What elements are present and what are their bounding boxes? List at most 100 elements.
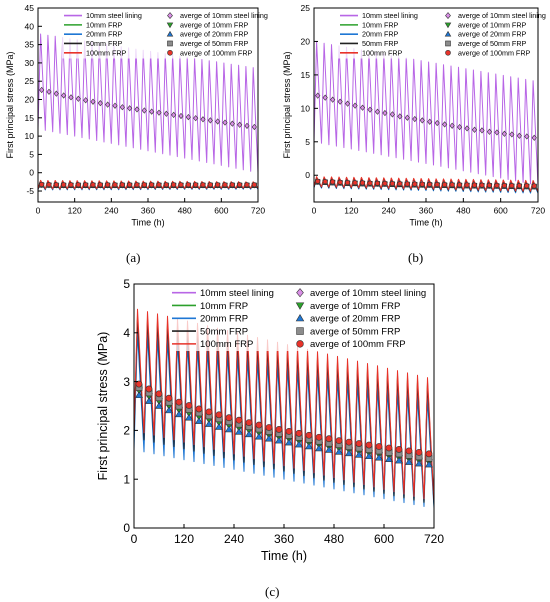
- point-averge-of-100mm-frp-b-4: [345, 180, 351, 186]
- point-averge-of-50mm-frp-c-13: [265, 427, 273, 435]
- point-averge-of-20mm-frp-b-5: [352, 181, 359, 187]
- point-averge-of-10mm-frp-a-5: [75, 183, 82, 189]
- point-averge-of-20mm-frp-b-13: [411, 182, 418, 188]
- point-averge-of-10mm-frp-b-12: [404, 182, 411, 188]
- point-averge-of-20mm-frp-a-2: [53, 182, 60, 188]
- point-averge-of-10mm-frp-c-10: [235, 425, 243, 432]
- point-averge-of-10mm-frp-c-26: [395, 454, 403, 462]
- point-averge-of-10mm-frp-a-6: [82, 183, 89, 189]
- point-averge-of-50mm-frp-c-4: [175, 402, 183, 410]
- point-averge-of-10mm-frp-a-16: [156, 183, 162, 189]
- point-averge-of-10mm-steel-lining-a-7: [90, 98, 96, 105]
- point-averge-of-50mm-frp-c-9: [225, 418, 233, 426]
- point-averge-of-100mm-frp-a-28: [244, 182, 250, 188]
- y-tick-label-b-5: 5: [305, 137, 310, 147]
- legend-box-c: [170, 285, 432, 351]
- y-tick-label-a-20: 20: [25, 94, 35, 104]
- point-averge-of-100mm-frp-b-9: [382, 180, 388, 186]
- point-averge-of-100mm-frp-a-18: [171, 182, 177, 188]
- legend-label-averge-of-100mm-frp-b: averge of 100mm FRP: [458, 48, 531, 57]
- y-tick-label-a-0: 0: [29, 168, 34, 178]
- point-averge-of-10mm-steel-lining-b-7: [367, 106, 373, 113]
- point-averge-of-20mm-frp-c-5: [185, 413, 193, 421]
- point-averge-of-20mm-frp-a-10: [112, 182, 118, 188]
- point-averge-of-100mm-frp-b-18: [449, 182, 455, 188]
- legend-marker-averge-of-20mm-frp-c: [295, 313, 305, 322]
- point-averge-of-20mm-frp-c-3: [165, 406, 173, 414]
- point-averge-of-10mm-frp-b-14: [419, 182, 426, 188]
- point-averge-of-20mm-frp-b-24: [493, 183, 500, 189]
- point-averge-of-100mm-frp-b-28: [524, 183, 530, 189]
- series-line-50mm-frp-a: [38, 180, 258, 190]
- point-averge-of-50mm-frp-c-8: [215, 415, 223, 423]
- point-averge-of-10mm-steel-lining-c-0: [135, 382, 143, 391]
- point-averge-of-20mm-frp-c-12: [255, 432, 263, 440]
- point-averge-of-100mm-frp-a-5: [75, 182, 81, 188]
- point-averge-of-10mm-steel-lining-c-7: [205, 409, 213, 418]
- point-averge-of-10mm-steel-lining-b-16: [434, 119, 440, 127]
- point-averge-of-10mm-frp-a-8: [97, 183, 104, 189]
- point-averge-of-10mm-steel-lining-c-10: [235, 417, 243, 427]
- point-averge-of-100mm-frp-c-23: [365, 441, 373, 449]
- x-tick-label-b-600: 600: [494, 206, 508, 216]
- legend-label-averge-of-20mm-frp-b: averge of 20mm FRP: [458, 30, 527, 39]
- point-averge-of-100mm-frp-c-8: [215, 411, 223, 419]
- point-averge-of-10mm-frp-b-23: [486, 183, 493, 189]
- legend-marker-averge-of-100mm-frp-b: [445, 49, 451, 56]
- y-tick-label-c-4: 4: [123, 326, 130, 340]
- legend-marker-averge-of-10mm-steel-lining-a: [167, 12, 173, 20]
- point-averge-of-10mm-steel-lining-c-6: [195, 406, 203, 416]
- point-averge-of-10mm-steel-lining-a-21: [193, 115, 199, 122]
- legend-label-10mm-frp-c: 10mm FRP: [200, 301, 248, 312]
- legend-label-50mm-frp-b: 50mm FRP: [362, 39, 399, 48]
- point-averge-of-10mm-steel-lining-c-13: [265, 425, 273, 434]
- point-averge-of-20mm-frp-b-26: [508, 183, 515, 190]
- point-averge-of-10mm-steel-lining-a-26: [229, 120, 235, 127]
- point-averge-of-20mm-frp-b-27: [516, 183, 523, 190]
- point-averge-of-20mm-frp-b-11: [396, 182, 403, 188]
- series-lines-b: [314, 41, 538, 194]
- point-averge-of-20mm-frp-c-25: [385, 455, 393, 462]
- point-averge-of-100mm-frp-b-15: [427, 181, 433, 187]
- point-averge-of-100mm-frp-c-26: [395, 446, 403, 453]
- point-averge-of-20mm-frp-a-0: [38, 182, 45, 188]
- point-averge-of-10mm-frp-a-4: [68, 183, 74, 189]
- y-tick-label-a-40: 40: [25, 21, 35, 31]
- point-averge-of-10mm-frp-b-9: [381, 182, 388, 188]
- point-averge-of-100mm-frp-a-20: [185, 182, 191, 188]
- point-averge-of-100mm-frp-c-25: [385, 444, 393, 452]
- series-line-10mm-frp-b: [314, 176, 538, 193]
- point-averge-of-20mm-frp-b-23: [486, 183, 493, 189]
- y-tick-label-a-30: 30: [25, 58, 35, 68]
- point-averge-of-20mm-frp-b-10: [389, 181, 396, 188]
- point-averge-of-50mm-frp-b-17: [442, 182, 448, 188]
- point-averge-of-50mm-frp-b-18: [449, 182, 455, 188]
- point-averge-of-10mm-frp-a-21: [192, 183, 199, 189]
- point-averge-of-10mm-frp-a-13: [134, 183, 140, 189]
- point-averge-of-10mm-steel-lining-b-10: [389, 111, 395, 118]
- point-averge-of-100mm-frp-c-28: [415, 448, 423, 456]
- point-averge-of-10mm-frp-c-15: [285, 436, 293, 444]
- point-averge-of-50mm-frp-c-26: [395, 450, 403, 458]
- point-averge-of-50mm-frp-a-29: [251, 182, 257, 188]
- legend-marker-averge-of-50mm-frp-a: [167, 40, 173, 47]
- point-averge-of-10mm-steel-lining-a-18: [171, 111, 177, 118]
- point-averge-of-10mm-frp-b-25: [501, 184, 508, 190]
- point-averge-of-10mm-frp-a-11: [119, 183, 126, 189]
- point-averge-of-20mm-frp-b-15: [426, 182, 433, 188]
- point-averge-of-100mm-frp-b-26: [509, 183, 515, 189]
- point-averge-of-20mm-frp-b-8: [374, 181, 381, 187]
- y-tick-label-c-2: 2: [123, 424, 130, 438]
- point-averge-of-20mm-frp-c-1: [145, 397, 153, 404]
- series-line-20mm-frp-b: [314, 177, 538, 194]
- point-averge-of-10mm-steel-lining-c-4: [175, 400, 183, 409]
- point-averge-of-50mm-frp-b-11: [397, 181, 403, 187]
- point-averge-of-10mm-steel-lining-c-20: [335, 438, 343, 448]
- point-averge-of-10mm-steel-lining-b-11: [397, 113, 403, 120]
- point-averge-of-10mm-frp-b-8: [374, 181, 381, 187]
- series-line-100mm-frp-b: [314, 176, 538, 192]
- point-averge-of-20mm-frp-c-19: [325, 445, 333, 453]
- point-averge-of-10mm-steel-lining-a-11: [119, 104, 125, 111]
- caption-a: (a): [126, 250, 141, 265]
